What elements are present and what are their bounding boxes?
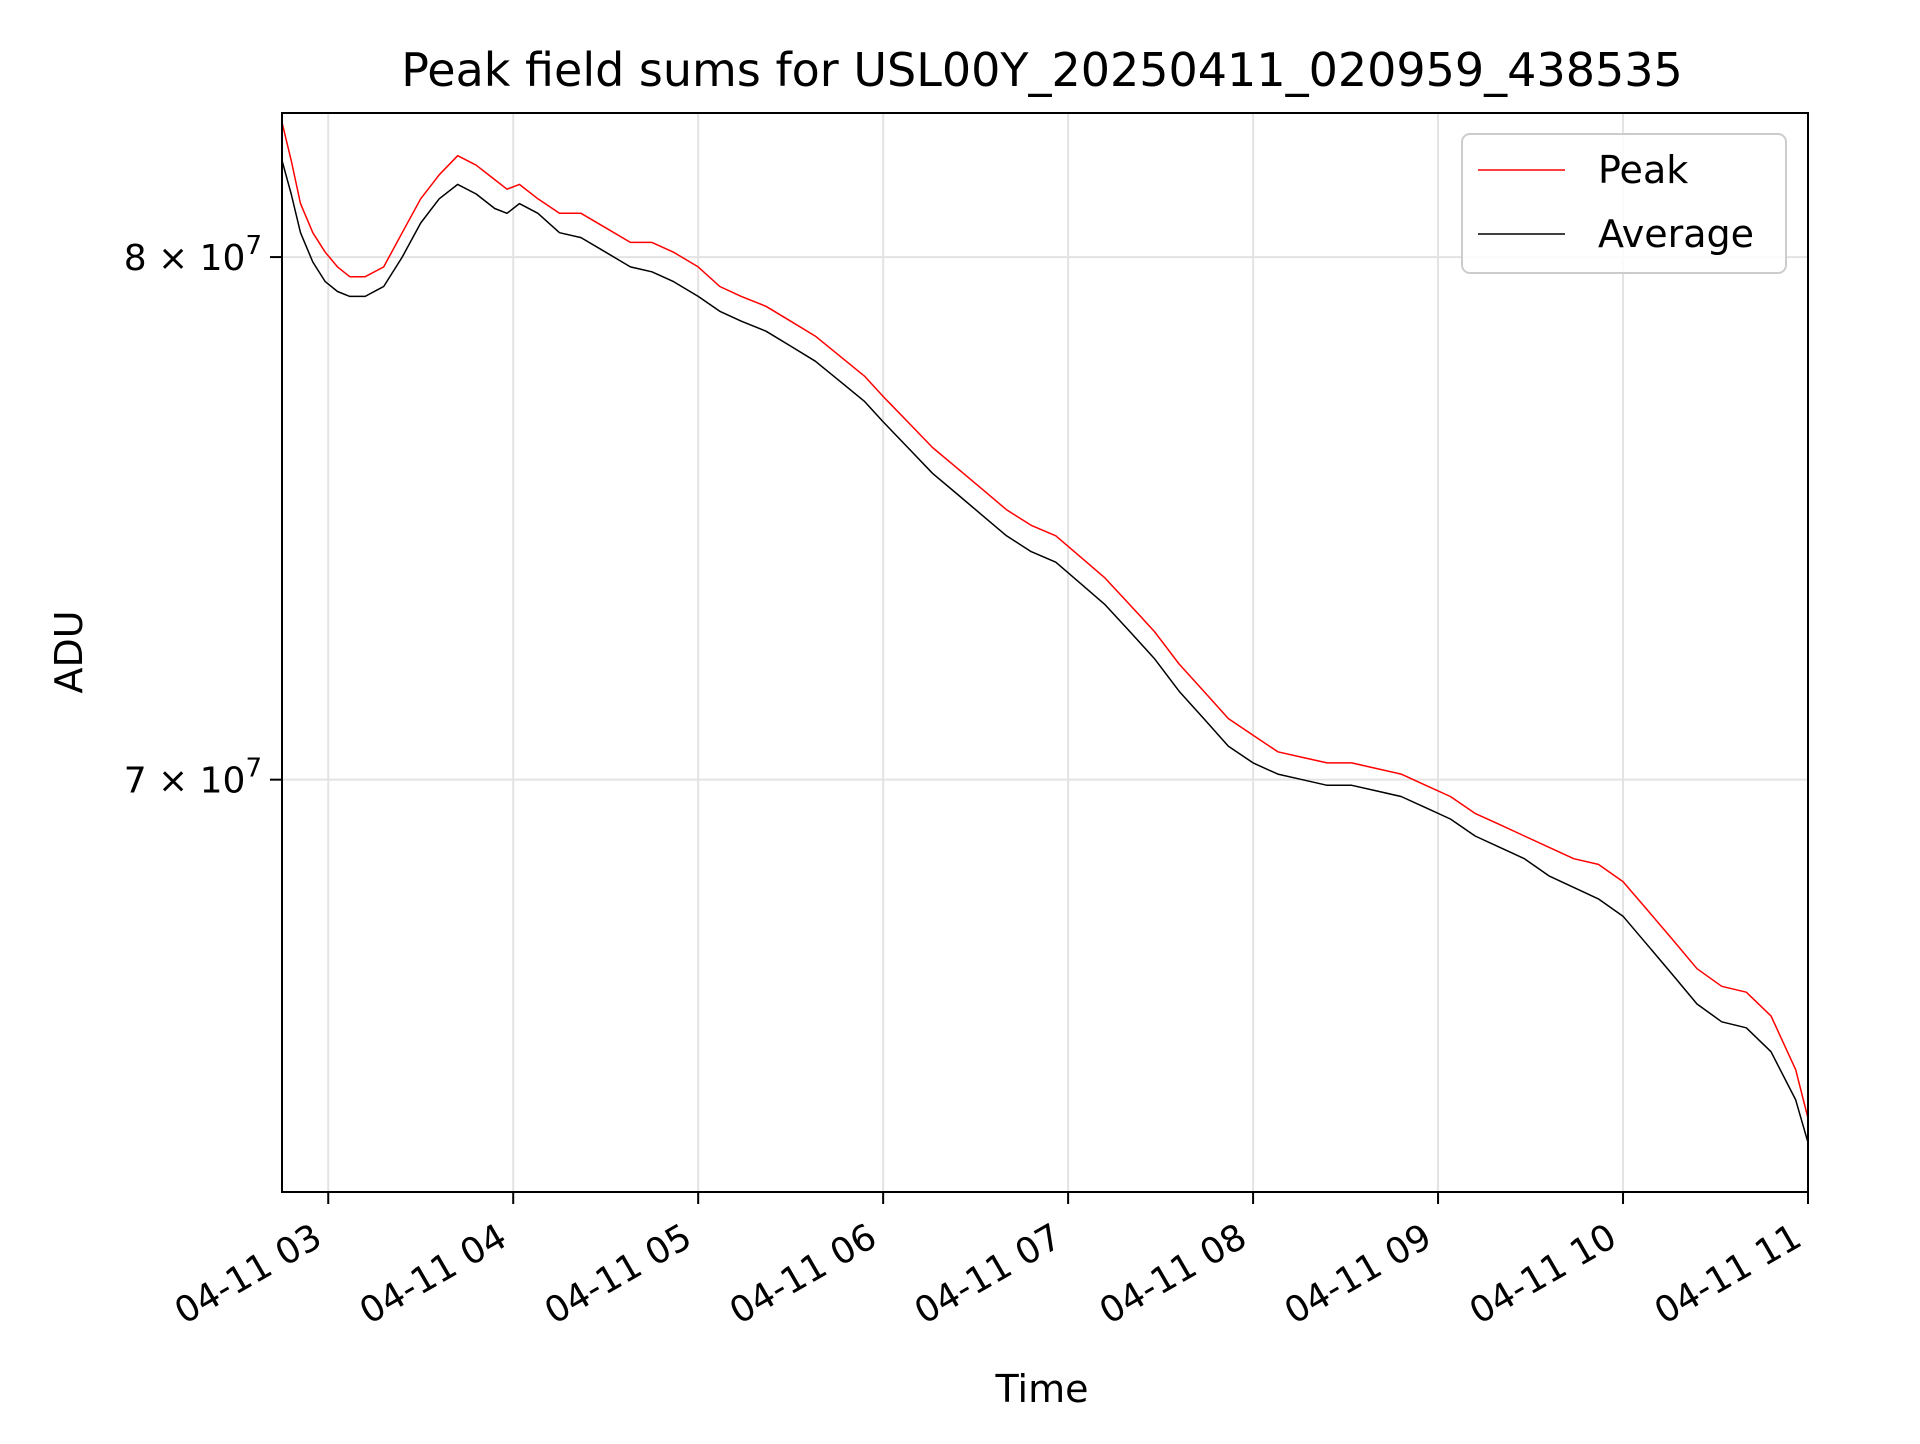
chart-title: Peak field sums for USL00Y_20250411_0209… [401,43,1683,97]
series-layer [281,122,1809,1143]
series-line-peak [281,122,1809,1119]
y-tick-label: 8 × 107 [124,231,262,279]
legend: Peak Average [1461,133,1787,274]
x-axis-label: Time [995,1367,1089,1411]
plot-area-frame [281,112,1809,1193]
legend-average-label: Average [1598,212,1754,256]
legend-box [1461,133,1787,274]
legend-peak-label: Peak [1598,148,1688,192]
y-tick-label: 7 × 107 [124,754,262,802]
y-axis-ticks: 8 × 107 7 × 107 [124,231,282,802]
y-axis-label: ADU [47,610,91,693]
series-line-average [281,160,1809,1143]
